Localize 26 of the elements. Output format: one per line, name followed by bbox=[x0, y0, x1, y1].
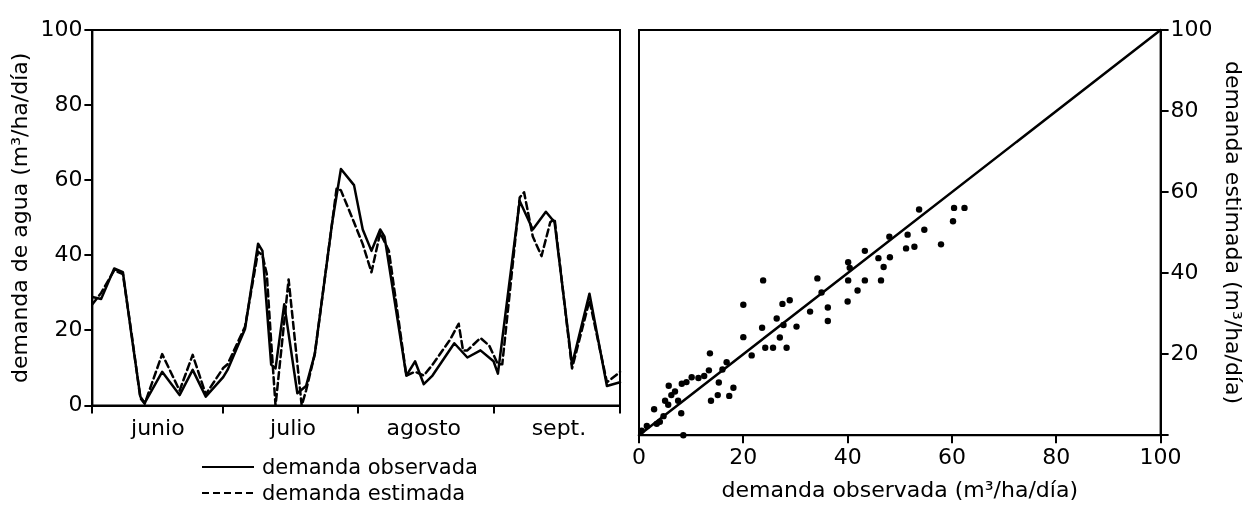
x-tick-label: julio bbox=[269, 414, 316, 440]
y-tick-label: 100 bbox=[1170, 15, 1213, 41]
y-axis-title: demanda de agua (m³/ha/día) bbox=[6, 52, 32, 383]
y-tick-label: 20 bbox=[54, 316, 83, 342]
y-tick-label: 80 bbox=[54, 90, 83, 116]
y-tick-label: 80 bbox=[1170, 96, 1199, 122]
x-axis-title: demanda observada (m³/ha/día) bbox=[721, 476, 1079, 502]
x-tick-label: sept. bbox=[531, 414, 587, 440]
y-tick-label: 40 bbox=[54, 241, 83, 267]
legend-label: demanda observada bbox=[262, 455, 478, 479]
x-tick-label: 20 bbox=[729, 444, 758, 470]
legend-label: demanda estimada bbox=[262, 481, 466, 505]
x-tick-label: agosto bbox=[386, 414, 462, 440]
x-tick-label: junio bbox=[130, 414, 185, 440]
x-tick-label: 40 bbox=[833, 444, 862, 470]
y-axis-title: demanda estimada (m³/ha/día) bbox=[1221, 61, 1247, 405]
y-tick-label: 60 bbox=[54, 165, 83, 191]
y-tick-label: 60 bbox=[1170, 177, 1199, 203]
x-tick-label: 0 bbox=[632, 444, 646, 470]
x-tick-label: 60 bbox=[937, 444, 966, 470]
y-tick-label: 20 bbox=[1170, 339, 1199, 365]
y-tick-label: 40 bbox=[1170, 258, 1199, 284]
x-tick-label: 100 bbox=[1139, 444, 1182, 470]
y-tick-label: 0 bbox=[68, 391, 83, 417]
y-tick-label: 100 bbox=[40, 15, 83, 41]
x-tick-label: 80 bbox=[1042, 444, 1071, 470]
